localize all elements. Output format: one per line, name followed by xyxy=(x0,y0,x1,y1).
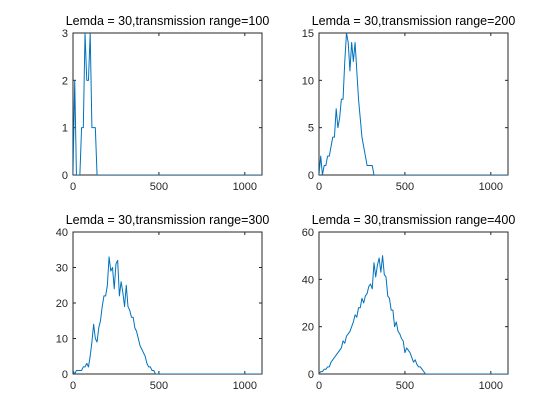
y-tick-label: 10 xyxy=(56,334,68,346)
x-tick-label: 1000 xyxy=(479,181,503,193)
subplot-title: Lemda = 30,transmission range=300 xyxy=(66,213,270,227)
series-line xyxy=(319,255,508,374)
series-line xyxy=(319,33,508,175)
y-tick-label: 30 xyxy=(56,263,68,275)
plot-area xyxy=(72,231,263,375)
x-tick-label: 1000 xyxy=(479,380,503,392)
y-tick-label: 40 xyxy=(56,227,68,239)
plot-area xyxy=(318,32,509,176)
subplot-title: Lemda = 30,transmission range=200 xyxy=(312,14,516,28)
subplot-range-100: Lemda = 30,transmission range=100 0 500 10… xyxy=(62,14,269,193)
subplot-title: Lemda = 30,transmission range=100 xyxy=(66,14,270,28)
plot-area xyxy=(72,32,263,176)
x-tick-label: 1000 xyxy=(233,380,257,392)
x-tick-label: 500 xyxy=(396,181,414,193)
y-tick-label: 0 xyxy=(308,369,314,381)
y-tick-label: 10 xyxy=(302,75,314,87)
y-tick-label: 20 xyxy=(56,298,68,310)
subplot-range-200: Lemda = 30,transmission range=200 0 500 10… xyxy=(302,14,516,193)
y-tick-label: 5 xyxy=(308,123,314,135)
x-tick-label: 0 xyxy=(70,380,76,392)
x-tick-label: 500 xyxy=(396,380,414,392)
y-tick-label: 15 xyxy=(302,28,314,40)
y-tick-label: 3 xyxy=(62,28,68,40)
subplot-range-300: Lemda = 30,transmission range=300 0 500 10… xyxy=(56,213,270,392)
x-tick-label: 0 xyxy=(316,380,322,392)
plot-area xyxy=(318,231,509,375)
y-tick-label: 60 xyxy=(302,227,314,239)
y-tick-label: 20 xyxy=(302,322,314,334)
series-line xyxy=(73,256,262,374)
y-tick-label: 1 xyxy=(62,123,68,135)
y-tick-label: 0 xyxy=(308,170,314,182)
subplot-title: Lemda = 30,transmission range=400 xyxy=(312,213,516,227)
y-tick-label: 40 xyxy=(302,274,314,286)
x-tick-label: 0 xyxy=(70,181,76,193)
x-tick-label: 500 xyxy=(150,380,168,392)
y-tick-label: 0 xyxy=(62,369,68,381)
y-tick-label: 2 xyxy=(62,75,68,87)
x-tick-label: 0 xyxy=(316,181,322,193)
subplot-range-400: Lemda = 30,transmission range=400 0 500 10… xyxy=(302,213,516,392)
series-line xyxy=(73,33,262,175)
y-tick-label: 0 xyxy=(62,170,68,182)
x-tick-label: 500 xyxy=(150,181,168,193)
x-tick-label: 1000 xyxy=(233,181,257,193)
